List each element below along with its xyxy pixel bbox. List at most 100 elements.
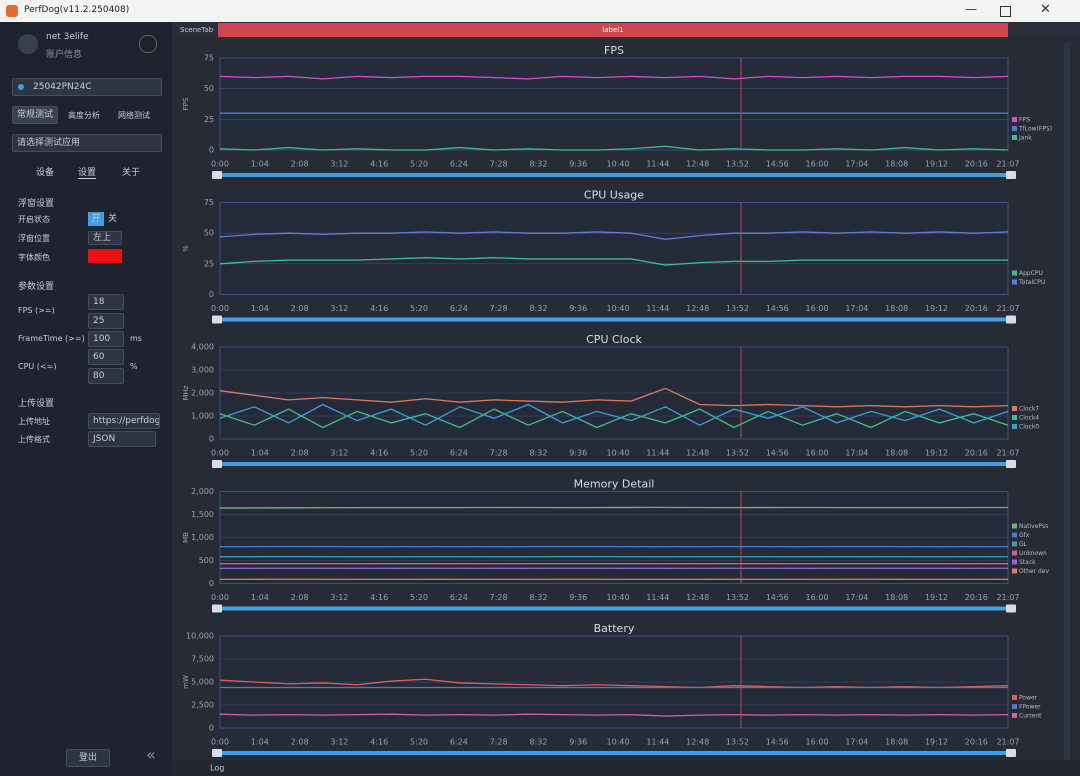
x-tick-label: 16:00 — [806, 449, 829, 458]
x-tick-label: 5:20 — [410, 738, 428, 747]
x-tick-label: 10:40 — [607, 160, 630, 169]
x-tick-label: 5:20 — [410, 593, 428, 602]
field-label: CPU (<=) — [18, 362, 57, 371]
y-axis-label: MB — [182, 532, 190, 543]
y-tick-label: 10,000 — [186, 632, 214, 641]
scene-tab[interactable]: SceneTab — [180, 26, 214, 34]
mode-tab[interactable]: 常规测试 — [12, 106, 58, 124]
toggle-on[interactable]: 开 — [88, 212, 104, 226]
close-button[interactable]: ✕ — [1040, 2, 1051, 17]
avatar[interactable] — [18, 34, 38, 54]
logout-button[interactable]: 登出 — [66, 749, 110, 767]
x-tick-label: 0:00 — [211, 738, 229, 747]
legend-swatch — [1012, 541, 1017, 547]
legend-entry: Gfx — [1019, 532, 1030, 539]
label-tab[interactable] — [218, 23, 1008, 37]
time-slider — [214, 317, 1014, 322]
time-slider — [214, 751, 1014, 755]
app-select[interactable]: 请选择测试应用 — [12, 134, 162, 152]
field-label: FPS (>=) — [18, 306, 55, 315]
series-line — [219, 713, 1009, 717]
x-tick-label: 1:04 — [251, 593, 269, 602]
field-label: FrameTime (>=) — [18, 334, 85, 343]
format-select[interactable]: JSON — [88, 431, 156, 447]
log-bar — [172, 760, 1080, 776]
scrollbar[interactable] — [1064, 42, 1070, 762]
x-tick-label: 6:24 — [450, 304, 468, 313]
y-tick-label: 5,000 — [191, 678, 214, 687]
minimize-button[interactable]: — — [965, 2, 977, 16]
series-line — [219, 387, 1009, 408]
x-tick-label: 0:00 — [211, 304, 229, 313]
x-tick-label: 16:00 — [806, 738, 829, 747]
x-tick-label: 19:12 — [925, 304, 948, 313]
position-select[interactable]: 左上 — [88, 231, 122, 245]
y-tick-label: 1,500 — [191, 510, 214, 519]
account-link[interactable]: 账户信息 — [46, 50, 83, 60]
y-tick-label: 1,000 — [191, 533, 214, 542]
legend-swatch — [1012, 713, 1017, 718]
x-tick-label: 2:08 — [291, 160, 309, 169]
x-tick-label: 7:28 — [490, 304, 508, 313]
log-label[interactable]: Log — [210, 764, 224, 773]
x-tick-label: 8:32 — [529, 160, 547, 169]
x-tick-label: 6:24 — [450, 593, 468, 602]
x-tick-label: 5:20 — [410, 304, 428, 313]
x-tick-label: 6:24 — [450, 738, 468, 747]
chart-title: CPU Usage — [584, 189, 644, 202]
input[interactable]: 80 — [88, 368, 124, 384]
legend-swatch — [1012, 424, 1017, 429]
device-dot — [18, 84, 24, 90]
series-line — [219, 257, 1008, 266]
legend-entry: Other dev — [1019, 568, 1049, 575]
x-tick-label: 18:08 — [885, 593, 908, 602]
y-tick-label: 50 — [204, 229, 214, 238]
x-tick-label: 13:52 — [726, 304, 749, 313]
y-axis-label: MHz — [182, 385, 190, 400]
x-tick-label: 7:28 — [490, 738, 508, 747]
slider-handle — [212, 315, 222, 324]
color-swatch[interactable] — [88, 249, 122, 263]
sub-tab[interactable]: 设备 — [36, 168, 55, 178]
legend-swatch — [1012, 135, 1017, 140]
series-line — [219, 145, 1009, 151]
device-select[interactable]: 25042PN24C — [12, 78, 162, 96]
input[interactable]: 18 — [88, 294, 124, 310]
input[interactable]: 60 — [88, 349, 124, 365]
x-tick-label: 9:36 — [569, 449, 587, 458]
title-bar: PerfDog(v11.2.250408) — ✕ — [0, 0, 1080, 22]
mode-tab[interactable]: 网络测试 — [118, 111, 150, 120]
legend-swatch — [1012, 568, 1017, 574]
y-tick-label: 0 — [209, 146, 214, 155]
input[interactable]: 25 — [88, 313, 124, 329]
legend-swatch — [1012, 279, 1017, 285]
x-tick-label: 10:40 — [607, 593, 630, 602]
legend-entry: NativePss — [1019, 523, 1048, 530]
legend-swatch — [1012, 117, 1017, 122]
y-tick-label: 2,500 — [191, 701, 214, 710]
url-input[interactable]: https://perfdog.q — [88, 413, 160, 429]
y-tick-label: 0 — [209, 724, 214, 733]
settings-icon[interactable] — [139, 35, 157, 53]
mode-tab[interactable]: 高度分析 — [68, 111, 100, 120]
plot-area — [219, 202, 1009, 295]
collapse-button[interactable]: « — [146, 745, 156, 764]
toggle-off[interactable]: 关 — [108, 214, 118, 224]
time-slider — [214, 462, 1014, 466]
maximize-button[interactable] — [1000, 6, 1011, 17]
x-tick-label: 11:44 — [646, 593, 669, 602]
x-tick-label: 7:28 — [490, 593, 508, 602]
input[interactable]: 100 — [88, 331, 124, 347]
y-tick-label: 75 — [204, 54, 214, 63]
sub-tab[interactable]: 设置 — [78, 165, 97, 179]
legend-entry: Current — [1019, 713, 1042, 720]
x-tick-label: 8:32 — [529, 304, 547, 313]
x-tick-label: 20:16 — [965, 160, 988, 169]
series-line — [219, 231, 1009, 240]
x-tick-label: 12:48 — [686, 593, 709, 602]
x-tick-label: 8:32 — [529, 738, 547, 747]
sub-tab[interactable]: 关于 — [122, 168, 141, 178]
x-tick-label: 20:16 — [965, 449, 988, 458]
x-tick-label: 9:36 — [569, 738, 587, 747]
y-tick-label: 50 — [204, 84, 214, 93]
